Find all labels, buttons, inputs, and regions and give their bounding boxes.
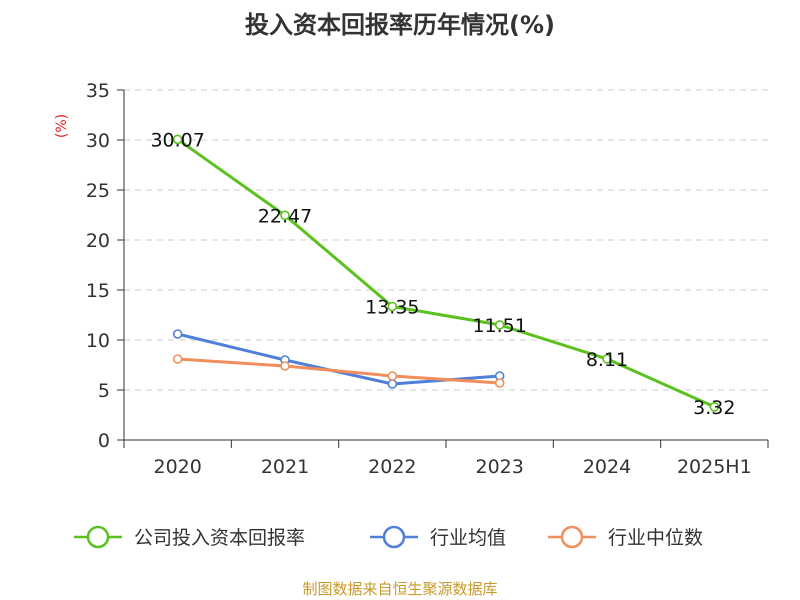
data-label: 13.35 (365, 297, 419, 319)
y-tick-label: 0 (98, 430, 110, 452)
y-tick-label: 25 (86, 180, 110, 202)
y-tick-label: 35 (86, 80, 110, 102)
series-line (177, 332, 500, 386)
series-point (387, 371, 398, 381)
legend: 公司投入资本回报率 行业均值 行业中位数 (74, 525, 703, 549)
series-point (280, 210, 290, 221)
legend-marker (382, 525, 406, 549)
y-axis-label: (%) (54, 114, 70, 138)
data-label: 8.11 (586, 349, 628, 371)
data-label: 30.07 (150, 129, 204, 151)
y-tick-label: 30 (86, 130, 110, 152)
data-label: 11.51 (472, 315, 526, 337)
source-note: 制图数据来自恒生聚源数据库 (302, 580, 497, 598)
legend-label: 行业中位数 (608, 527, 703, 549)
series-layer (172, 134, 720, 412)
x-tick-label: 2021 (261, 456, 309, 478)
x-tick-label: 2022 (368, 456, 416, 478)
series-point (494, 320, 505, 330)
legend-marker (560, 525, 584, 549)
legend-label: 公司投入资本回报率 (134, 527, 305, 549)
series-point (172, 134, 183, 145)
data-labels: 30.07 22.47 13.35 11.51 8.11 3.32 (150, 129, 735, 419)
axes: 0 5 10 15 20 25 30 35 2020 2021 2022 2023 2024 2025H1 (86, 80, 769, 478)
chart-title: 投入资本回报率历年情况(%) (245, 11, 555, 39)
series-point (280, 361, 290, 371)
series-point (387, 301, 398, 312)
series-point (172, 329, 183, 339)
legend-label: 行业均值 (430, 527, 506, 549)
y-tick-label: 10 (86, 330, 110, 352)
series-line (177, 357, 500, 385)
x-tick-label: 2020 (153, 456, 201, 478)
series-point (494, 378, 505, 388)
series-point (172, 354, 183, 364)
y-tick-label: 20 (86, 230, 110, 252)
series-point (709, 401, 720, 412)
series-point (387, 379, 398, 389)
x-tick-label: 2024 (583, 456, 631, 478)
y-tick-label: 15 (86, 280, 110, 302)
x-tick-label: 2023 (475, 456, 523, 478)
series-line (176, 138, 715, 409)
x-tick-label: 2025H1 (677, 456, 752, 478)
gridlines (124, 89, 768, 391)
data-label: 22.47 (258, 205, 312, 227)
y-tick-label: 5 (98, 380, 110, 402)
data-label: 3.32 (693, 397, 735, 419)
legend-marker (86, 525, 110, 549)
series-point (602, 354, 612, 364)
